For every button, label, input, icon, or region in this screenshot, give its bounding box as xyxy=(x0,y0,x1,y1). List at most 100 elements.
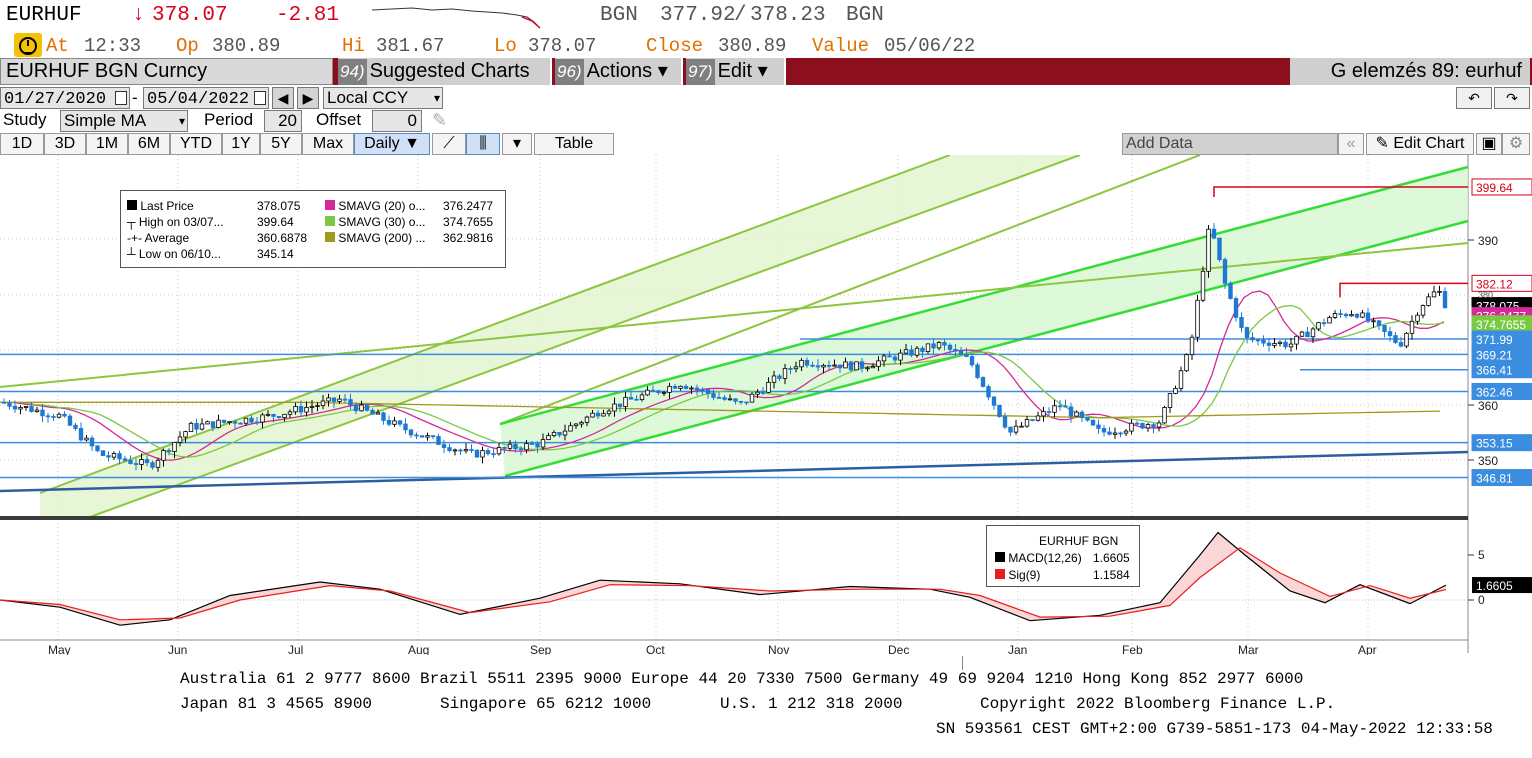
study-select[interactable]: Simple MA ▾ xyxy=(60,110,188,132)
candle-body xyxy=(1310,328,1316,338)
quote-source: BGN xyxy=(600,4,638,27)
line-chart-icon[interactable]: ⟋ xyxy=(432,133,466,155)
year-divider xyxy=(962,656,963,670)
price-marker-box xyxy=(1471,178,1532,196)
pencil-icon[interactable]: ✎ xyxy=(432,110,448,130)
table-button[interactable]: Table xyxy=(534,133,614,155)
next-period-button[interactable]: ▶ xyxy=(297,87,319,109)
last-price: 378.07 xyxy=(152,4,228,27)
candle-body xyxy=(1244,327,1250,338)
candle-body xyxy=(793,366,799,370)
price-marker-label: 366.41 xyxy=(1476,364,1513,378)
moving-averages xyxy=(0,290,1445,461)
currency-select[interactable]: Local CCY ▾ xyxy=(323,87,443,109)
candle-body xyxy=(293,406,298,413)
actions-menu-button[interactable]: 96) Actions ▾ xyxy=(555,58,683,85)
candle-body xyxy=(463,449,469,452)
candle-body xyxy=(1156,422,1162,428)
tab-5y[interactable]: 5Y xyxy=(260,133,302,155)
candle-body xyxy=(45,415,51,418)
candle-body xyxy=(700,389,705,391)
candle-body xyxy=(221,419,227,423)
candle-body xyxy=(1305,331,1310,338)
candle-body xyxy=(62,413,67,417)
tab-6m[interactable]: 6M xyxy=(128,133,170,155)
tab-ytd[interactable]: YTD xyxy=(170,133,222,155)
offset-input[interactable]: 0 xyxy=(372,110,422,132)
candle-body xyxy=(298,406,304,413)
macd-legend[interactable]: EURHUF BGN MACD(12,26) 1.6605 Sig(9) 1.1… xyxy=(986,525,1140,587)
gauge-icon[interactable] xyxy=(14,33,42,57)
edit-chart-button[interactable]: ✎ Edit Chart xyxy=(1366,133,1474,155)
candle-body xyxy=(106,455,111,458)
candle-body xyxy=(408,429,414,436)
collapse-icon[interactable]: « xyxy=(1338,133,1364,155)
macd-marker-box xyxy=(1472,577,1532,594)
candle-body xyxy=(1294,335,1299,345)
tab-1y[interactable]: 1Y xyxy=(222,133,260,155)
candle-body xyxy=(34,409,40,412)
candle-body xyxy=(1013,425,1019,433)
candle-body xyxy=(177,436,183,443)
end-date-input[interactable]: 05/04/2022 xyxy=(143,87,269,109)
price-chart[interactable]: 399.64382.12378.075376.2477374.7655371.9… xyxy=(0,155,1532,655)
candle-body xyxy=(166,450,172,452)
candle-body xyxy=(859,361,865,369)
chart-legend[interactable]: Last Price 378.075 ┬ High on 03/07... 39… xyxy=(120,190,506,268)
down-arrow-icon: ↓ xyxy=(132,4,145,27)
candle-body xyxy=(1129,422,1134,432)
candle-body xyxy=(551,431,557,437)
legend-item: Sig(9) xyxy=(995,568,1040,582)
candle-body xyxy=(898,352,903,361)
tab-3d[interactable]: 3D xyxy=(44,133,86,155)
gear-icon[interactable]: ⚙ xyxy=(1502,133,1530,155)
candle-body xyxy=(452,449,458,452)
tab-max[interactable]: Max xyxy=(302,133,354,155)
prev-period-button[interactable]: ◀ xyxy=(272,87,294,109)
candle-body xyxy=(788,368,793,370)
candle-body xyxy=(183,431,188,438)
frequency-dropdown[interactable]: Daily ▼ xyxy=(354,133,430,155)
macd-value: 1.6605 xyxy=(1093,551,1130,565)
suggested-charts-button[interactable]: 94) Suggested Charts xyxy=(338,58,552,85)
sma20-line xyxy=(11,290,1445,461)
ask-price: 378.23 xyxy=(750,4,826,27)
pane-divider[interactable] xyxy=(0,516,1468,520)
candle-body xyxy=(1299,331,1305,337)
edit-menu-button[interactable]: 97) Edit ▾ xyxy=(686,58,786,85)
currency-value: Local CCY xyxy=(327,88,409,107)
candle-chart-icon[interactable]: ⫼ xyxy=(466,133,500,155)
price-marker: 346.81 xyxy=(1471,469,1532,487)
candle-body xyxy=(84,437,89,441)
candle-body xyxy=(1189,336,1195,356)
chart-type-dropdown[interactable]: ▾ xyxy=(502,133,532,155)
calendar-icon[interactable] xyxy=(254,91,266,105)
add-data-input[interactable]: Add Data xyxy=(1122,133,1338,155)
candle-body xyxy=(936,342,942,349)
candle-body xyxy=(749,393,755,403)
candle-body xyxy=(210,421,216,428)
price-marker: 362.46 xyxy=(1471,382,1532,400)
candle-body xyxy=(139,459,144,465)
candle-body xyxy=(661,392,667,394)
calendar-icon[interactable] xyxy=(115,91,127,105)
candle-body xyxy=(991,396,997,406)
candle-body xyxy=(188,422,194,433)
redo-icon[interactable]: ↷ xyxy=(1494,87,1530,109)
candle-body xyxy=(810,364,815,367)
start-date-input[interactable]: 01/27/2020 xyxy=(0,87,130,109)
candle-body xyxy=(1151,424,1156,428)
candle-body xyxy=(342,398,348,401)
candle-body xyxy=(1272,343,1277,346)
candle-body xyxy=(931,343,936,349)
tab-1m[interactable]: 1M xyxy=(86,133,128,155)
tab-1d[interactable]: 1D xyxy=(0,133,44,155)
candle-body xyxy=(590,412,595,418)
candle-body xyxy=(7,402,12,407)
undo-icon[interactable]: ↶ xyxy=(1456,87,1492,109)
low-label: Lo xyxy=(494,35,517,57)
chart-export-icon[interactable]: ▣ xyxy=(1476,133,1502,155)
candle-body xyxy=(535,443,540,448)
period-input[interactable]: 20 xyxy=(264,110,302,132)
security-name[interactable]: EURHUF BGN Curncy xyxy=(0,58,333,85)
